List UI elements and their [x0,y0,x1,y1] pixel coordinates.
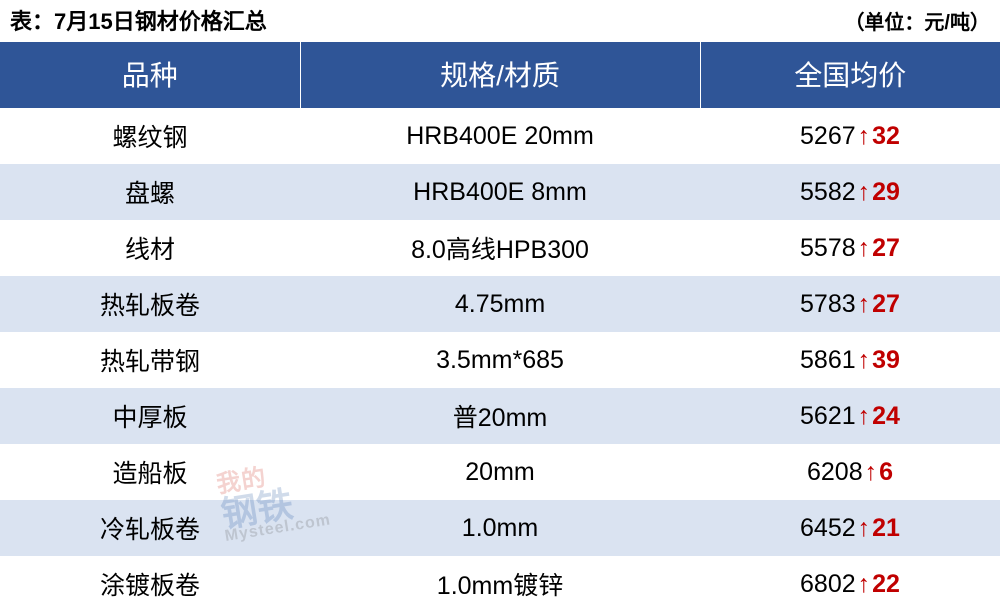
arrow-up-icon: ↑ [856,570,873,598]
cell-spec: 1.0mm [300,500,700,556]
cell-spec: 3.5mm*685 [300,332,700,388]
cell-name: 螺纹钢 [0,108,300,164]
price-delta: 6 [879,458,893,486]
cell-price: 6452↑21 [700,500,1000,556]
arrow-up-icon: ↑ [856,514,873,542]
col-header-2: 全国均价 [700,42,1000,108]
price-delta: 24 [872,402,900,430]
cell-price: 5861↑39 [700,332,1000,388]
arrow-up-icon: ↑ [856,234,873,262]
cell-price: 5578↑27 [700,220,1000,276]
arrow-up-icon: ↑ [856,402,873,430]
col-header-0: 品种 [0,42,300,108]
table-row: 线材8.0高线HPB3005578↑27 [0,220,1000,276]
price-delta: 22 [872,570,900,598]
table-row: 冷轧板卷1.0mm6452↑21 [0,500,1000,556]
price-delta: 27 [872,290,900,318]
price-value: 5783 [800,290,856,318]
cell-price: 5582↑29 [700,164,1000,220]
cell-name: 中厚板 [0,388,300,444]
cell-name: 热轧板卷 [0,276,300,332]
price-value: 5621 [800,402,856,430]
table-row: 涂镀板卷1.0mm镀锌6802↑22 [0,556,1000,612]
cell-name: 冷轧板卷 [0,500,300,556]
cell-price: 5783↑27 [700,276,1000,332]
cell-spec: 4.75mm [300,276,700,332]
caption-unit: （单位：元/吨） [844,6,990,35]
cell-spec: HRB400E 8mm [300,164,700,220]
arrow-up-icon: ↑ [863,458,880,486]
table-row: 造船板20mm6208↑6 [0,444,1000,500]
price-delta: 21 [872,514,900,542]
price-delta: 29 [872,178,900,206]
cell-spec: 20mm [300,444,700,500]
cell-price: 5621↑24 [700,388,1000,444]
price-value: 5267 [800,122,856,150]
table-body: 螺纹钢HRB400E 20mm5267↑32盘螺HRB400E 8mm5582↑… [0,108,1000,612]
price-delta: 39 [872,346,900,374]
price-delta: 27 [872,234,900,262]
table-head: 品种规格/材质全国均价 [0,42,1000,108]
table-row: 中厚板普20mm5621↑24 [0,388,1000,444]
table-row: 盘螺HRB400E 8mm5582↑29 [0,164,1000,220]
table-row: 螺纹钢HRB400E 20mm5267↑32 [0,108,1000,164]
price-value: 5578 [800,234,856,262]
arrow-up-icon: ↑ [856,178,873,206]
cell-spec: 8.0高线HPB300 [300,220,700,276]
price-value: 6452 [800,514,856,542]
price-value: 6208 [807,458,863,486]
cell-spec: 1.0mm镀锌 [300,556,700,612]
caption-title: 表：7月15日钢材价格汇总 [10,4,267,36]
cell-name: 盘螺 [0,164,300,220]
price-delta: 32 [872,122,900,150]
arrow-up-icon: ↑ [856,122,873,150]
arrow-up-icon: ↑ [856,346,873,374]
cell-price: 5267↑32 [700,108,1000,164]
price-value: 5582 [800,178,856,206]
price-value: 5861 [800,346,856,374]
arrow-up-icon: ↑ [856,290,873,318]
cell-spec: HRB400E 20mm [300,108,700,164]
cell-name: 线材 [0,220,300,276]
header-row: 品种规格/材质全国均价 [0,42,1000,108]
cell-name: 涂镀板卷 [0,556,300,612]
price-value: 6802 [800,570,856,598]
table-row: 热轧带钢3.5mm*6855861↑39 [0,332,1000,388]
cell-name: 热轧带钢 [0,332,300,388]
cell-price: 6802↑22 [700,556,1000,612]
col-header-1: 规格/材质 [300,42,700,108]
table-row: 热轧板卷4.75mm5783↑27 [0,276,1000,332]
cell-price: 6208↑6 [700,444,1000,500]
table-caption: 表：7月15日钢材价格汇总 （单位：元/吨） [0,0,1000,42]
cell-spec: 普20mm [300,388,700,444]
price-table: 品种规格/材质全国均价 螺纹钢HRB400E 20mm5267↑32盘螺HRB4… [0,42,1000,612]
cell-name: 造船板 [0,444,300,500]
